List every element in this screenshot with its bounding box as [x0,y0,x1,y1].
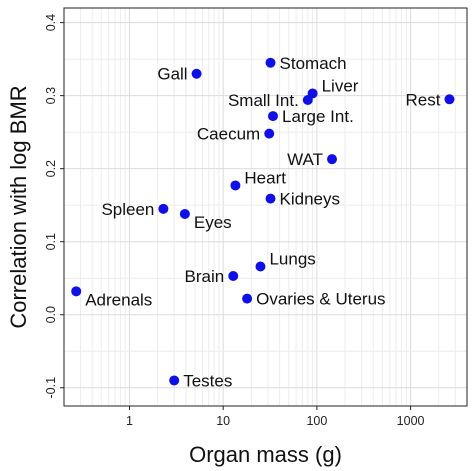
data-point [267,111,278,122]
y-tick-label: 0.0 [44,306,58,323]
data-point [265,57,276,68]
y-tick-label: 0.4 [44,14,58,31]
data-point [264,128,275,139]
data-point-label: Lungs [269,250,315,269]
x-axis-title: Organ mass (g) [189,442,342,467]
y-axis-title: Correlation with log BMR [6,85,31,328]
data-point [179,208,190,219]
data-point [302,95,313,106]
data-point [444,94,455,105]
data-point-label: Heart [244,168,286,187]
data-point-label: Large Int. [282,107,354,126]
plot-border [63,7,468,407]
data-point [228,271,239,282]
data-point-label: Caecum [197,125,260,144]
x-tick-label: 100 [306,414,327,428]
y-tick-label: -0.1 [44,377,58,399]
x-tick-label: 1000 [397,414,425,428]
y-tick-label: 0.2 [44,160,58,177]
data-point [255,261,266,272]
data-point [242,293,253,304]
x-axis-ticks: 1 10 100 1000 [126,406,425,428]
data-point [158,203,169,214]
data-point-label: Kidneys [280,190,340,209]
x-tick-label: 1 [126,414,133,428]
data-points: Stomach Gall Liver Small Int. Rest Large Int.… [71,54,455,390]
y-axis-ticks: -0.1 0.0 0.1 0.2 0.3 0.4 [44,14,64,399]
data-point-label: Liver [322,76,359,95]
x-tick-label: 10 [216,414,230,428]
data-point [327,154,338,165]
data-point-label: Adrenals [85,290,152,309]
y-tick-label: 0.3 [44,87,58,104]
data-point-label: WAT [287,150,323,169]
data-point-label: Spleen [101,200,154,219]
y-tick-label: 0.1 [44,233,58,250]
data-point-label: Eyes [194,213,232,232]
data-point-label: Brain [185,267,225,286]
data-point-label: Small Int. [228,91,299,110]
plot-background [64,8,467,406]
data-point-label: Rest [406,90,441,109]
data-point-label: Ovaries & Uterus [256,290,385,309]
data-point [265,193,276,204]
data-point [169,375,180,386]
data-point [191,68,202,79]
data-point-label: Stomach [280,54,347,73]
data-point [230,180,241,191]
data-point-label: Testes [183,371,232,390]
grid-lines [63,8,468,406]
data-point [71,286,82,297]
data-point-label: Gall [157,65,187,84]
